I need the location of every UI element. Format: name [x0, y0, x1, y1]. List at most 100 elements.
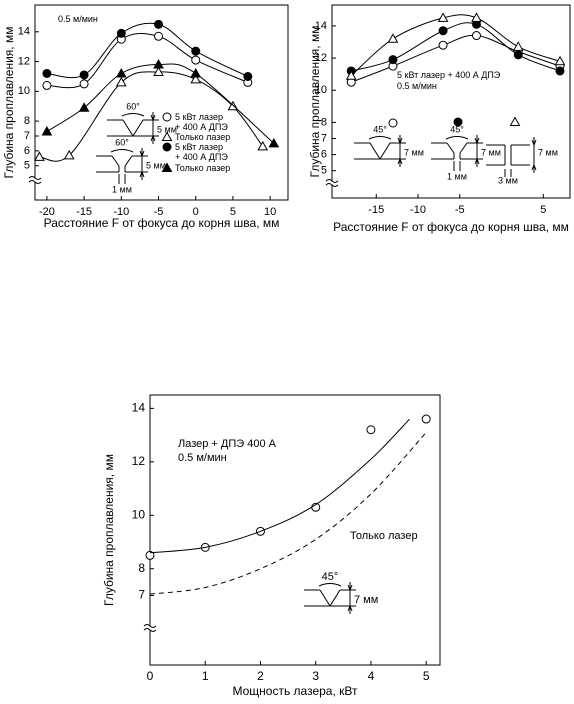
joint-angle-arc [121, 113, 145, 117]
joint-depth-label: 7 мм [481, 147, 501, 157]
plot-frame [149, 394, 441, 666]
y-tick-label: 8 [24, 115, 30, 127]
data-point [115, 76, 127, 87]
data-point [257, 140, 269, 151]
joint-depth-label: 7 мм [538, 147, 558, 157]
y-axis-title: Глубина проплавления, мм [102, 454, 116, 606]
axis-break [325, 179, 339, 187]
data-point [438, 40, 448, 50]
data-point [554, 55, 566, 66]
data-point [42, 68, 52, 78]
data-point [79, 79, 89, 89]
dimension-arrow [531, 139, 537, 171]
joint-angle-label: 60° [115, 137, 129, 147]
data-point [78, 102, 90, 112]
y-tick-label: 12 [315, 52, 327, 64]
curve [149, 418, 410, 554]
joint-outline [124, 155, 133, 167]
joint-angle-label: 60° [126, 101, 140, 111]
legend-label: Только лазер [175, 163, 231, 173]
dimension-arrow [139, 150, 145, 178]
data-point [190, 67, 202, 78]
x-tick-label: 10 [264, 206, 276, 218]
legend-marker [162, 142, 172, 152]
y-tick-label: 10 [18, 85, 30, 97]
x-tick-label: -15 [368, 204, 384, 216]
y-tick-label: 14 [315, 20, 327, 32]
data-point [115, 67, 127, 78]
joint-angle-label: 45° [373, 124, 387, 134]
dimension-arrow [150, 114, 156, 142]
axis-break [28, 176, 42, 184]
legend-marker [388, 118, 398, 128]
y-tick-label: 10 [132, 507, 146, 521]
joint-outline [459, 142, 468, 154]
legend-marker [509, 116, 521, 126]
joint-depth-label: 7 мм [354, 594, 378, 606]
legend-label: Только лазер [350, 530, 418, 542]
joint-root-label: 1 мм [112, 184, 132, 194]
legend-marker [161, 131, 173, 141]
joint-depth-label: 7 мм [404, 147, 424, 157]
x-tick-label: 0 [147, 669, 154, 683]
legend-marker [162, 112, 172, 122]
joint-outline [132, 119, 144, 137]
x-tick-label: 5 [230, 206, 236, 218]
data-point [387, 33, 399, 43]
data-point [34, 151, 45, 161]
joint-angle-arc [110, 149, 134, 153]
dimension-arrow [347, 584, 353, 612]
joint-depth-label: 5 мм [157, 124, 177, 134]
x-tick-label: 0 [193, 206, 199, 218]
annotation: 0.5 м/мин [397, 81, 437, 91]
y-tick-label: 12 [132, 454, 146, 468]
data-point [243, 71, 253, 81]
y-tick-label: 10 [315, 84, 327, 96]
joint-root-label: 1 мм [447, 171, 467, 181]
legend-marker [453, 117, 463, 127]
data-point [421, 414, 431, 424]
joint-outline [446, 142, 455, 154]
joint-outline [319, 589, 331, 607]
x-tick-label: 5 [540, 204, 546, 216]
y-tick-label: 12 [18, 55, 30, 67]
data-point [153, 66, 164, 76]
legend-label: 5 кВт лазер + 400 А ДПЭ [175, 112, 228, 132]
data-point [153, 59, 164, 69]
joint-outline [379, 142, 391, 160]
data-point [268, 137, 280, 148]
annotation: 0.5 м/мин [58, 14, 98, 24]
joint-angle-arc [318, 583, 342, 587]
x-tick-label: -10 [113, 206, 129, 218]
data-point [79, 70, 89, 80]
joint-angle-label: 45° [450, 124, 464, 134]
x-axis-title: Расстояние F от фокуса до корня шва, мм [333, 220, 569, 234]
data-point [42, 80, 52, 90]
data-point [438, 26, 448, 36]
y-tick-label: 6 [24, 145, 30, 157]
y-tick-label: 14 [18, 26, 30, 38]
y-tick-label: 7 [24, 130, 30, 142]
y-tick-label: 8 [138, 561, 145, 575]
data-point [41, 126, 53, 136]
data-point [145, 550, 155, 560]
joint-outline [122, 119, 134, 137]
legend-label: Только лазер [175, 132, 231, 142]
data-point [471, 31, 481, 41]
axis-break-gap [145, 626, 155, 630]
y-tick-label: 7 [138, 588, 145, 602]
data-point [471, 12, 482, 22]
axis-break [143, 624, 157, 632]
data-point [388, 55, 398, 65]
y-axis-title: Глубина проплавления, мм [308, 26, 322, 178]
axis-break-gap [327, 181, 337, 185]
y-tick-label: 14 [132, 401, 146, 415]
x-tick-label: -5 [154, 206, 164, 218]
axis-break-gap [30, 178, 40, 182]
joint-angle-arc [445, 136, 469, 140]
data-point [512, 41, 524, 51]
data-point [191, 55, 201, 65]
plot-frame [331, 4, 571, 199]
data-point [190, 73, 202, 84]
